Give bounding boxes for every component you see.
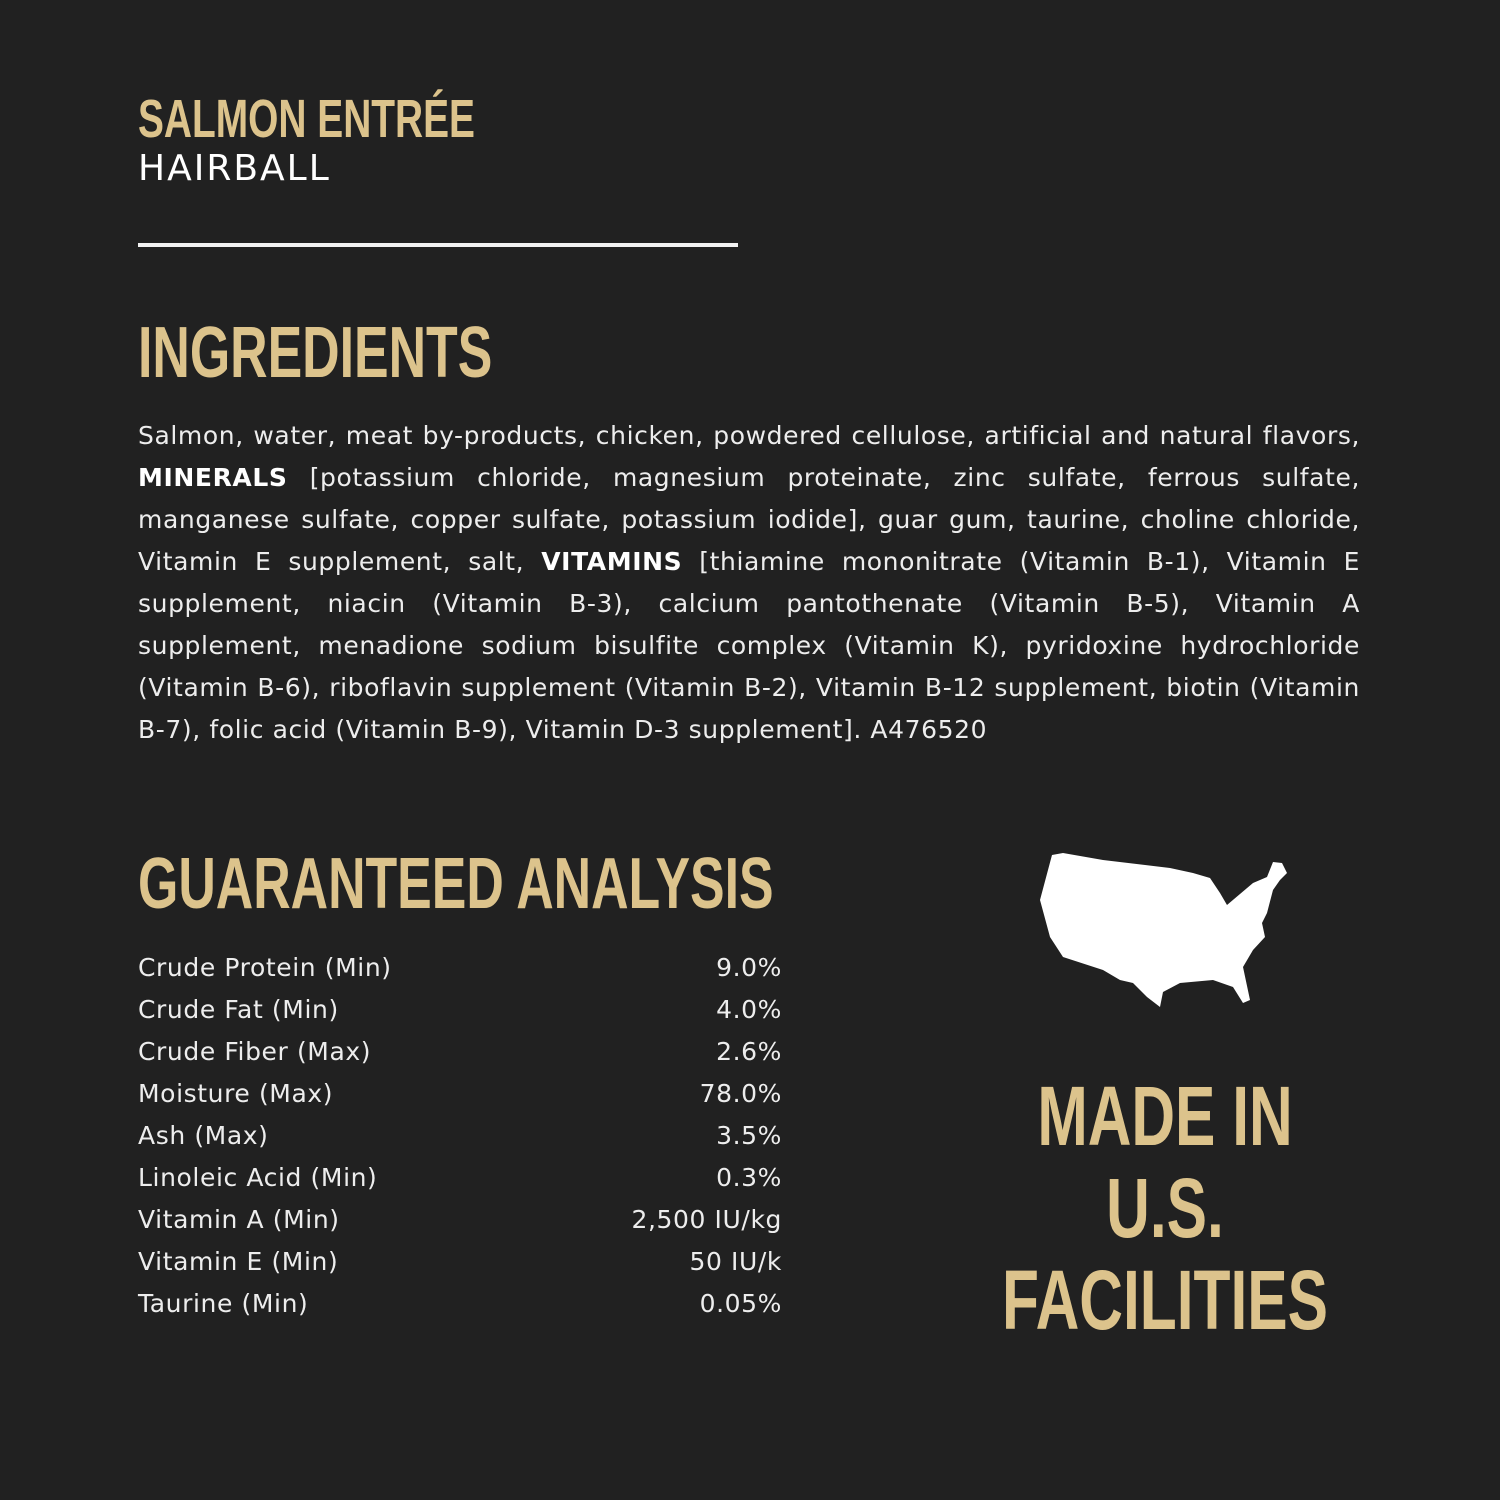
analysis-value: 9.0%	[716, 953, 782, 982]
analysis-row: Crude Protein (Min) 9.0%	[138, 947, 782, 989]
analysis-value: 0.3%	[716, 1163, 782, 1192]
vitamins-label: VITAMINS	[541, 547, 683, 576]
analysis-table: Crude Protein (Min) 9.0% Crude Fat (Min) 4.…	[138, 947, 782, 1325]
analysis-label: Crude Fiber (Max)	[138, 1037, 372, 1066]
analysis-label: Crude Protein (Min)	[138, 953, 392, 982]
analysis-label: Vitamin E (Min)	[138, 1247, 339, 1276]
analysis-row: Taurine (Min) 0.05%	[138, 1283, 782, 1325]
analysis-value: 2.6%	[716, 1037, 782, 1066]
made-in-line-3: FACILITIES	[1002, 1253, 1328, 1347]
analysis-row: Crude Fiber (Max) 2.6%	[138, 1031, 782, 1073]
analysis-heading: GUARANTEED ANALYSIS	[138, 844, 774, 924]
analysis-row: Crude Fat (Min) 4.0%	[138, 989, 782, 1031]
analysis-value: 78.0%	[699, 1079, 782, 1108]
ingredients-text: Salmon, water, meat by-products, chicken…	[138, 415, 1360, 751]
ingredients-part: [thiamine mononitrate (Vitamin B-1), Vit…	[138, 547, 1360, 744]
ingredients-part: Salmon, water, meat by-products, chicken…	[138, 421, 1360, 450]
analysis-row: Vitamin A (Min) 2,500 IU/kg	[138, 1199, 782, 1241]
analysis-label: Taurine (Min)	[138, 1289, 309, 1318]
analysis-label: Ash (Max)	[138, 1121, 269, 1150]
ingredients-heading: INGREDIENTS	[138, 313, 493, 393]
analysis-value: 0.05%	[699, 1289, 782, 1318]
analysis-value: 3.5%	[716, 1121, 782, 1150]
analysis-row: Ash (Max) 3.5%	[138, 1115, 782, 1157]
product-variant: HAIRBALL	[138, 148, 331, 189]
analysis-row: Linoleic Acid (Min) 0.3%	[138, 1157, 782, 1199]
analysis-label: Crude Fat (Min)	[138, 995, 339, 1024]
minerals-label: MINERALS	[138, 463, 288, 492]
analysis-row: Moisture (Max) 78.0%	[138, 1073, 782, 1115]
analysis-value: 2,500 IU/kg	[631, 1205, 782, 1234]
analysis-value: 50 IU/k	[689, 1247, 782, 1276]
divider	[138, 243, 738, 247]
analysis-label: Linoleic Acid (Min)	[138, 1163, 378, 1192]
analysis-value: 4.0%	[716, 995, 782, 1024]
made-in-line-2: U.S.	[1106, 1161, 1224, 1255]
analysis-label: Vitamin A (Min)	[138, 1205, 340, 1234]
analysis-row: Vitamin E (Min) 50 IU/k	[138, 1241, 782, 1283]
analysis-label: Moisture (Max)	[138, 1079, 334, 1108]
product-name: SALMON ENTRÉE	[138, 89, 475, 149]
ingredients-part: [potassium chloride, magnesium proteinat…	[138, 463, 1360, 576]
made-in-line-1: MADE IN	[1037, 1069, 1293, 1163]
